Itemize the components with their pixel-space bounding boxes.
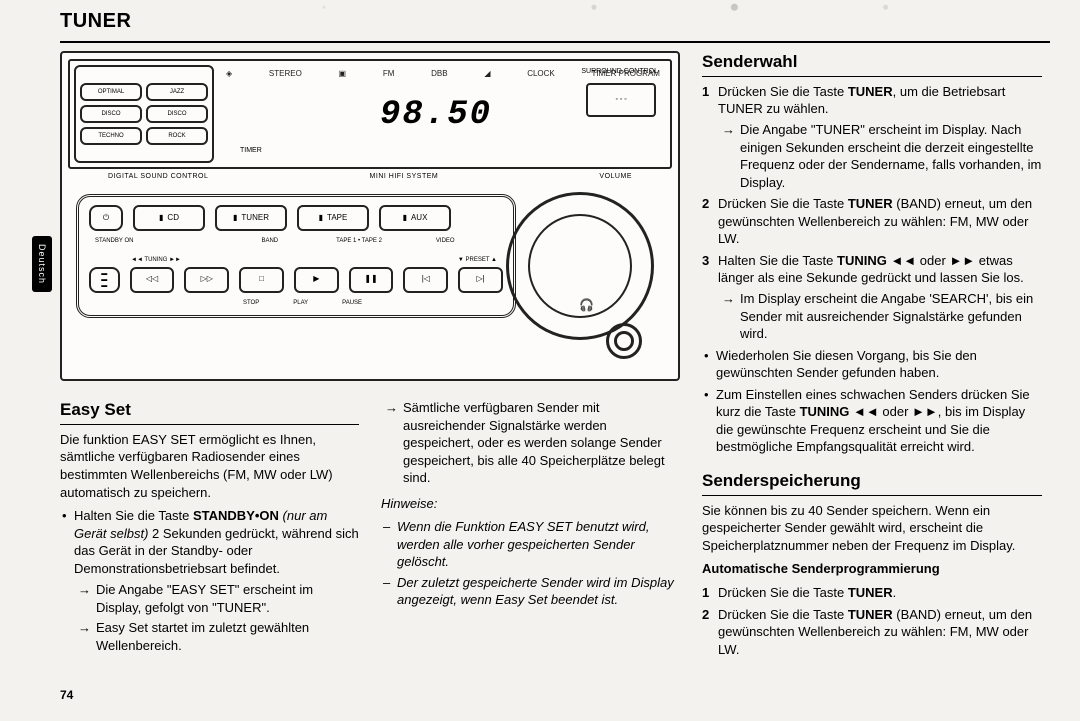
band-label: BAND: [261, 237, 278, 245]
stop-sublabel: STOP: [243, 299, 259, 307]
easyset-arrow: Die Angabe "EASY SET" erscheint im Displ…: [74, 581, 359, 616]
forward-button: ▷▷: [184, 267, 229, 293]
wifi-icon: ◈: [226, 69, 232, 80]
senderspeicherung-heading: Senderspeicherung: [702, 470, 1042, 496]
easyset-bullet: Halten Sie die Taste STANDBY•ON (nur am …: [60, 507, 359, 654]
headphone-jack: [606, 323, 642, 359]
prev-button: |◁: [403, 267, 448, 293]
pause-sublabel: PAUSE: [342, 299, 362, 307]
step-item: 2 Drücken Sie die Taste TUNER (BAND) ern…: [702, 195, 1042, 248]
dsc-preset-grid: OPTIMAL JAZZ DISCO DISCO TECHNO ROCK: [74, 65, 214, 163]
volume-dial: [506, 192, 654, 340]
speicher-intro: Sie können bis zu 40 Sender speichern. W…: [702, 502, 1042, 555]
aux-button: ▮AUX: [379, 205, 451, 231]
stereo-diagram: OPTIMAL JAZZ DISCO DISCO TECHNO ROCK SUR…: [60, 51, 680, 381]
preset-button: DISCO: [80, 105, 142, 123]
hinweise-label: Hinweise:: [381, 495, 680, 513]
video-label: VIDEO: [436, 237, 455, 245]
hinweis-item: Wenn die Funktion EASY SET benutzt wird,…: [381, 518, 680, 571]
volume-label: VOLUME: [599, 172, 632, 181]
tuner-button: ▮TUNER: [215, 205, 287, 231]
after-bullet: Zum Einstellen eines schwachen Senders d…: [702, 386, 1042, 456]
fm-label: FM: [383, 69, 395, 80]
after-bullet: Wiederholen Sie diesen Vorgang, bis Sie …: [702, 347, 1042, 382]
page-number: 74: [60, 687, 73, 703]
preset-button: DISCO: [146, 105, 208, 123]
preset-button: JAZZ: [146, 83, 208, 101]
play-button: ▶: [294, 267, 339, 293]
button-bank: ⏻ ▮CD ▮TUNER ▮TAPE ▮AUX STANDBY ON BAND …: [76, 194, 516, 317]
preset-button: ROCK: [146, 127, 208, 145]
step2-item: 2 Drücken Sie die Taste TUNER (BAND) ern…: [702, 606, 1042, 659]
system-label: MINI HIFI SYSTEM: [370, 172, 439, 181]
clock-label: CLOCK: [527, 69, 555, 80]
step-arrow: Die Angabe "TUNER" erscheint im Display.…: [718, 121, 1042, 191]
surround-control-panel: ◦ ◦ ◦: [586, 83, 656, 117]
page-title: TUNER: [60, 8, 1050, 35]
header-rule: [60, 41, 1050, 43]
tape12-label: TAPE 1 • TAPE 2: [336, 237, 382, 245]
hinweis-item: Der zuletzt gespeicherte Sender wird im …: [381, 574, 680, 609]
pause-button: ❚❚: [349, 267, 394, 293]
easyset-arrow: Easy Set startet im zuletzt gewählten We…: [74, 619, 359, 654]
step-item: 3 Halten Sie die Taste TUNING ◄◄ oder ►►…: [702, 252, 1042, 343]
timer-label: TIMER: [240, 146, 262, 155]
dbb-label: DBB: [431, 69, 447, 80]
dsc-label: DIGITAL SOUND CONTROL: [108, 172, 208, 181]
speaker-icon: ◢: [484, 69, 490, 80]
step-item: 1 Drücken Sie die Taste TUNER, um die Be…: [702, 83, 1042, 191]
step-arrow: Im Display erscheint die Angabe 'SEARCH'…: [718, 290, 1042, 343]
power-button: ⏻: [89, 205, 123, 231]
stereo-icon: STEREO: [269, 69, 302, 80]
preset-button: TECHNO: [80, 127, 142, 145]
tape-button: ▮TAPE: [297, 205, 369, 231]
mode-button: ▬▬▬: [89, 267, 120, 293]
step2-item: 1 Drücken Sie die Taste TUNER.: [702, 584, 1042, 602]
cassette-icon: ▣: [339, 69, 347, 80]
surround-label: SURROUND CONTROL: [581, 67, 658, 76]
standby-label: STANDBY ON: [95, 237, 133, 245]
auto-prog-heading: Automatische Senderprogrammierung: [702, 560, 1042, 578]
frequency-display: 98.50: [380, 93, 492, 139]
preset-button: OPTIMAL: [80, 83, 142, 101]
senderwahl-heading: Senderwahl: [702, 51, 1042, 77]
manual-page: TUNER OPTIMAL JAZZ DISCO DISCO TECHNO RO…: [60, 0, 1050, 711]
language-tab: Deutsch: [32, 236, 52, 292]
easyset-intro: Die funktion EASY SET ermöglicht es Ihne…: [60, 431, 359, 501]
midcol-arrow: Sämtliche verfügbaren Sender mit ausreic…: [381, 399, 680, 487]
cd-button: ▮CD: [133, 205, 205, 231]
preset-label: ▼ PRESET ▲: [458, 256, 497, 264]
stop-button: □: [239, 267, 284, 293]
easyset-heading: Easy Set: [60, 399, 359, 425]
tuning-label: ◄◄ TUNING ►►: [131, 256, 181, 264]
rewind-button: ◁◁: [130, 267, 175, 293]
play-sublabel: PLAY: [293, 299, 308, 307]
headphone-icon: 🎧: [579, 297, 594, 313]
next-button: ▷|: [458, 267, 503, 293]
